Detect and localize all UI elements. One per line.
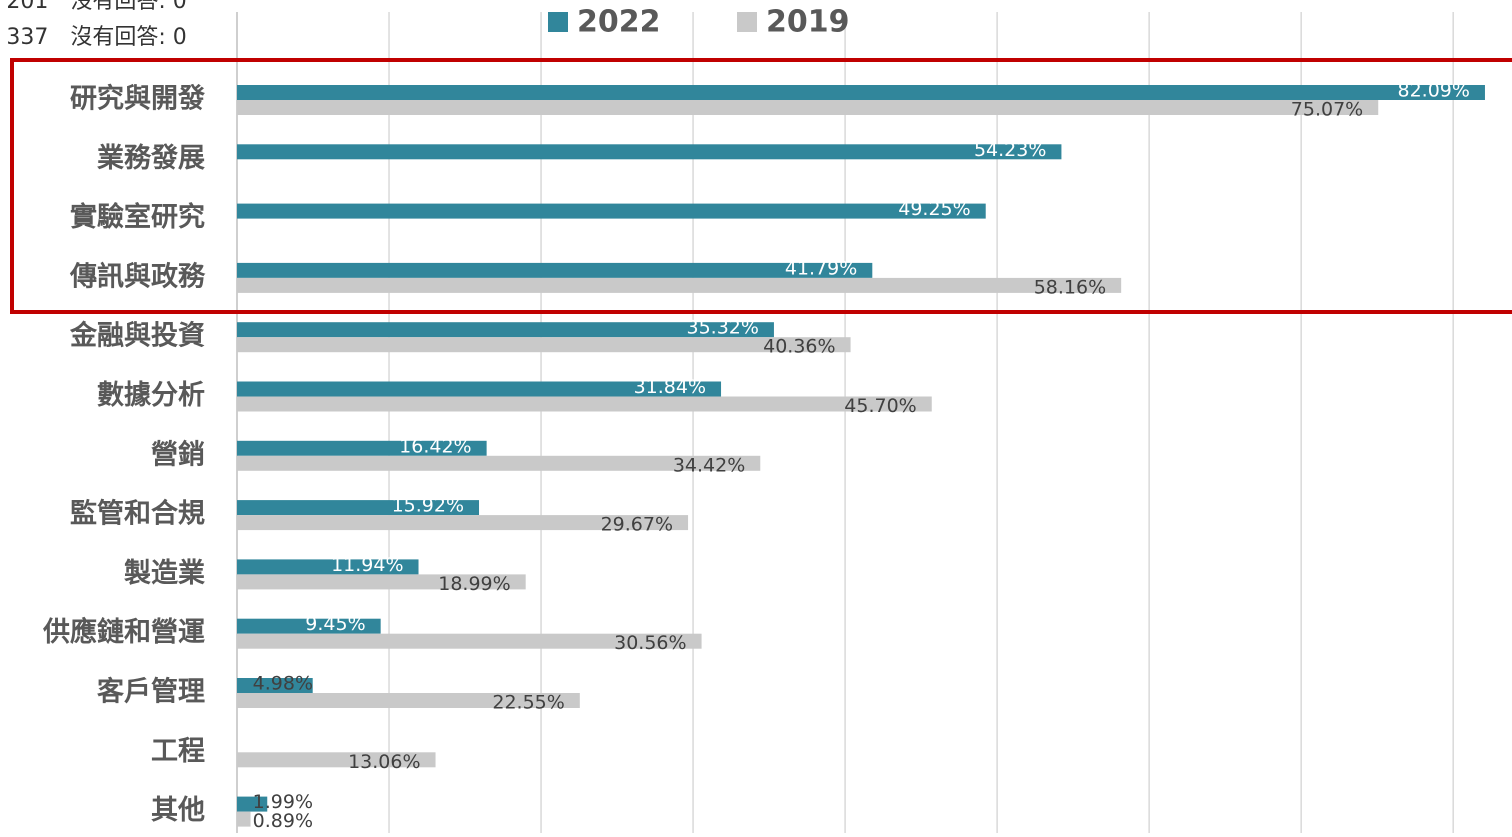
bar <box>237 515 689 531</box>
bar <box>237 752 436 768</box>
y-tick-label: 客戶管理 <box>97 676 205 708</box>
data-label: 75.07% <box>1291 99 1363 121</box>
bar <box>237 262 873 278</box>
bar <box>237 559 419 575</box>
y-tick-label: 監管和合規 <box>70 498 205 530</box>
highlight-box <box>10 58 1512 314</box>
data-label: 22.55% <box>492 692 564 714</box>
bar <box>237 85 1485 100</box>
bar <box>237 322 774 338</box>
y-tick-label: 數據分析 <box>97 380 205 411</box>
bar <box>237 396 932 412</box>
data-label: 58.16% <box>1034 276 1106 298</box>
data-label: 9.45% <box>305 613 365 635</box>
data-label: 4.98% <box>253 673 313 695</box>
data-label: 16.42% <box>399 435 471 457</box>
data-label: 82.09% <box>1398 80 1470 102</box>
data-label: 45.70% <box>844 395 916 417</box>
y-tick-label: 業務發展 <box>97 143 205 174</box>
bar <box>237 678 313 693</box>
bar <box>237 203 986 219</box>
bar <box>237 811 251 827</box>
data-label: 31.84% <box>634 376 706 398</box>
legend-label: 2019 <box>766 5 850 40</box>
y-tick-label: 營銷 <box>151 438 205 470</box>
bar <box>237 381 722 397</box>
bar <box>237 337 851 353</box>
legend-swatch <box>548 12 568 32</box>
legend-swatch <box>737 12 757 32</box>
y-tick-label: 實驗室研究 <box>70 201 205 233</box>
bar <box>237 455 761 471</box>
data-label: 40.36% <box>763 336 835 358</box>
data-label: 30.56% <box>614 632 686 654</box>
data-label: 35.32% <box>686 317 758 339</box>
data-label: 41.79% <box>785 257 857 279</box>
data-label: 34.42% <box>673 454 745 476</box>
note: 答: 201 沒有回答: 0 <box>0 0 187 14</box>
legend: 2022 2019 <box>548 5 850 40</box>
legend-label: 2022 <box>577 5 661 40</box>
data-label: 11.94% <box>331 554 403 576</box>
bar <box>237 618 381 634</box>
data-label: 29.67% <box>601 514 673 536</box>
bars: 研究與開發 82.09% 75.07% 業務發展 54.23% 實驗室研究 49.25% 傳訊… <box>42 80 1485 832</box>
data-label: 49.25% <box>898 198 970 220</box>
note: 答: 337 沒有回答: 0 <box>0 25 187 50</box>
grid <box>236 12 1454 833</box>
bar <box>237 144 1062 160</box>
data-label: 1.99% <box>253 791 313 813</box>
bar <box>237 440 487 456</box>
bar <box>237 500 480 516</box>
bar <box>237 574 526 590</box>
data-label: 18.99% <box>438 573 510 595</box>
bar <box>237 796 268 812</box>
y-tick-label: 供應鏈和營運 <box>42 616 205 648</box>
data-label: 0.89% <box>253 810 313 832</box>
y-tick-label: 金融與投資 <box>69 320 205 352</box>
y-tick-label: 研究與開發 <box>70 83 205 115</box>
bar <box>237 633 702 649</box>
y-tick-label: 其他 <box>151 795 205 826</box>
y-tick-label: 傳訊與政務 <box>69 260 206 292</box>
data-label: 13.06% <box>348 751 420 773</box>
y-tick-label: 製造業 <box>124 558 205 589</box>
data-label: 15.92% <box>392 495 464 517</box>
data-label: 54.23% <box>974 139 1046 161</box>
bar <box>237 277 1122 293</box>
bar <box>237 100 1379 115</box>
y-tick-label: 工程 <box>151 736 205 767</box>
bar <box>237 693 580 708</box>
